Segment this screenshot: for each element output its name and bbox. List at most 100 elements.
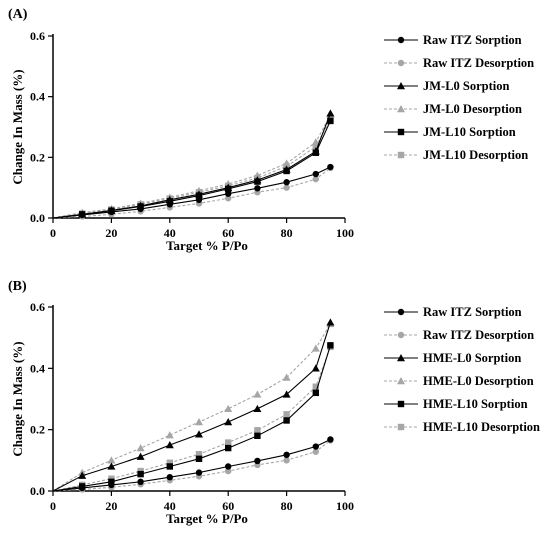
- data-point: [312, 448, 319, 455]
- data-point: [225, 467, 232, 475]
- data-point: [312, 170, 319, 178]
- data-point: [166, 198, 173, 205]
- data-point: [282, 390, 291, 398]
- x-tick-label: 60: [222, 226, 234, 240]
- legend: Raw ITZ Sorption Raw ITZ Desorption JM-L0 …: [384, 33, 534, 162]
- legend-marker: [397, 423, 405, 431]
- legend-marker: [397, 151, 405, 159]
- legend-marker: [397, 128, 405, 136]
- data-point: [224, 418, 233, 426]
- data-point: [283, 417, 290, 424]
- data-point: [254, 178, 261, 185]
- data-point: [195, 469, 203, 476]
- legend-label: HME-L10 Desorption: [423, 420, 540, 434]
- data-point: [195, 455, 203, 462]
- legend-item: HME-L0 Desorption: [384, 374, 534, 388]
- y-tick-label: 0.2: [30, 423, 45, 437]
- x-tick-label: 80: [281, 499, 293, 513]
- x-tick-label: 40: [164, 499, 176, 513]
- y-tick-label: 0.0: [30, 484, 45, 498]
- legend-label: Raw ITZ Desorption: [423, 56, 534, 70]
- legend-item: HME-L0 Sorption: [384, 351, 521, 365]
- legend-item: Raw ITZ Desorption: [384, 328, 534, 342]
- data-point: [254, 457, 261, 465]
- legend-label: JM-L10 Desorption: [423, 148, 528, 162]
- legend-item: Raw ITZ Sorption: [384, 33, 522, 47]
- series-line: [52, 439, 331, 492]
- y-tick-label: 0.6: [30, 29, 45, 43]
- data-point: [166, 459, 173, 466]
- data-point: [326, 318, 335, 326]
- y-tick-label: 0.6: [30, 300, 45, 314]
- chart-panel-a: (A) 0.0 0.2 0.4 0.6 0 20 40 60 80 100 Target % P/Po…: [8, 7, 534, 253]
- data-point: [195, 430, 203, 438]
- data-point: [311, 344, 320, 352]
- data-point: [137, 478, 144, 485]
- data-point: [254, 432, 261, 439]
- data-point: [225, 463, 232, 470]
- x-axis-title: Target % P/Po: [166, 238, 248, 253]
- legend-label: JM-L10 Sorption: [423, 125, 516, 139]
- legend-item: JM-L0 Sorption: [384, 79, 510, 93]
- series-line: [52, 119, 331, 219]
- data-point: [136, 452, 145, 460]
- series-hme-l10-desorption: [52, 343, 334, 492]
- data-point: [312, 175, 319, 183]
- data-point: [283, 411, 290, 418]
- data-point: [78, 471, 87, 479]
- legend: Raw ITZ Sorption Raw ITZ Desorption HME-L0…: [384, 305, 540, 434]
- x-tick-label: 20: [105, 226, 117, 240]
- legend-label: JM-L0 Desorption: [423, 102, 522, 116]
- data-point: [224, 404, 233, 413]
- legend-label: Raw ITZ Sorption: [423, 33, 522, 47]
- data-point: [327, 436, 334, 443]
- y-tick-label: 0.0: [30, 211, 45, 225]
- data-point: [165, 441, 174, 449]
- data-point: [311, 364, 320, 372]
- data-point: [253, 390, 262, 398]
- data-point: [195, 192, 203, 199]
- y-tick-label: 0.2: [30, 150, 45, 164]
- data-point: [283, 457, 290, 464]
- x-tick-label: 40: [164, 226, 176, 240]
- series-raw-itz-sorption: [52, 436, 334, 492]
- x-tick-label: 80: [281, 226, 293, 240]
- legend-label: HME-L0 Sorption: [423, 351, 521, 365]
- legend-item: JM-L10 Sorption: [384, 125, 516, 139]
- legend-item: JM-L0 Desorption: [384, 102, 522, 116]
- legend-label: JM-L0 Sorption: [423, 79, 510, 93]
- data-point: [108, 207, 115, 214]
- legend-item: JM-L10 Desorption: [384, 148, 528, 162]
- legend-marker: [397, 105, 405, 113]
- data-point: [225, 444, 232, 452]
- data-point: [137, 203, 144, 210]
- y-axis-title: Change In Mass (%): [10, 69, 25, 184]
- data-point: [107, 456, 116, 464]
- legend-marker: [397, 82, 405, 90]
- series-jm-l0-desorption: [52, 110, 335, 219]
- data-point: [225, 439, 232, 446]
- legend-marker: [397, 308, 405, 316]
- legend-label: HME-L10 Sorption: [423, 397, 528, 411]
- data-point: [108, 478, 115, 485]
- data-point: [312, 149, 319, 156]
- series-hme-l0-desorption: [52, 319, 335, 492]
- series-hme-l10-sorption: [52, 342, 334, 492]
- data-point: [79, 483, 86, 490]
- x-tick-label: 0: [50, 499, 56, 513]
- series-line: [52, 323, 331, 492]
- series-jm-l10-desorption: [52, 116, 334, 219]
- series-jm-l10-sorption: [52, 117, 334, 219]
- series-raw-itz-sorption: [52, 163, 334, 219]
- legend-marker: [397, 36, 405, 44]
- legend-marker: [397, 400, 405, 408]
- data-point: [312, 383, 319, 390]
- x-tick-label: 100: [336, 226, 354, 240]
- y-tick-label: 0.4: [30, 361, 45, 375]
- data-point: [326, 109, 335, 117]
- x-tick-label: 60: [222, 499, 234, 513]
- data-point: [225, 190, 232, 197]
- data-point: [282, 373, 291, 381]
- y-axis-title: Change In Mass (%): [10, 341, 25, 456]
- x-tick-label: 100: [336, 499, 354, 513]
